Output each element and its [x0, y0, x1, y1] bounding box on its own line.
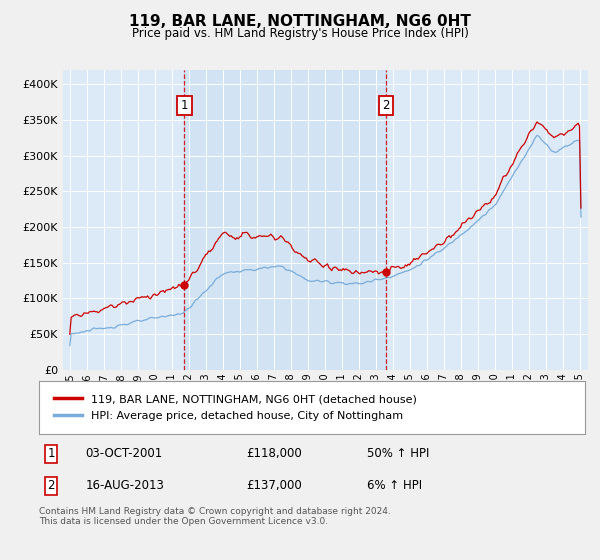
Text: 2: 2: [382, 99, 390, 112]
Text: 1: 1: [181, 99, 188, 112]
Text: 03-OCT-2001: 03-OCT-2001: [85, 447, 163, 460]
Text: 1: 1: [47, 447, 55, 460]
Text: Contains HM Land Registry data © Crown copyright and database right 2024.
This d: Contains HM Land Registry data © Crown c…: [39, 507, 391, 526]
Text: 16-AUG-2013: 16-AUG-2013: [85, 479, 164, 492]
Bar: [184, 70, 386, 370]
Text: 119, BAR LANE, NOTTINGHAM, NG6 0HT: 119, BAR LANE, NOTTINGHAM, NG6 0HT: [129, 14, 471, 29]
Text: 2: 2: [47, 479, 55, 492]
Text: £137,000: £137,000: [247, 479, 302, 492]
Legend: 119, BAR LANE, NOTTINGHAM, NG6 0HT (detached house), HPI: Average price, detache: 119, BAR LANE, NOTTINGHAM, NG6 0HT (deta…: [50, 389, 421, 426]
Text: £118,000: £118,000: [247, 447, 302, 460]
Text: Price paid vs. HM Land Registry's House Price Index (HPI): Price paid vs. HM Land Registry's House …: [131, 27, 469, 40]
Text: 50% ↑ HPI: 50% ↑ HPI: [367, 447, 429, 460]
Text: 6% ↑ HPI: 6% ↑ HPI: [367, 479, 422, 492]
